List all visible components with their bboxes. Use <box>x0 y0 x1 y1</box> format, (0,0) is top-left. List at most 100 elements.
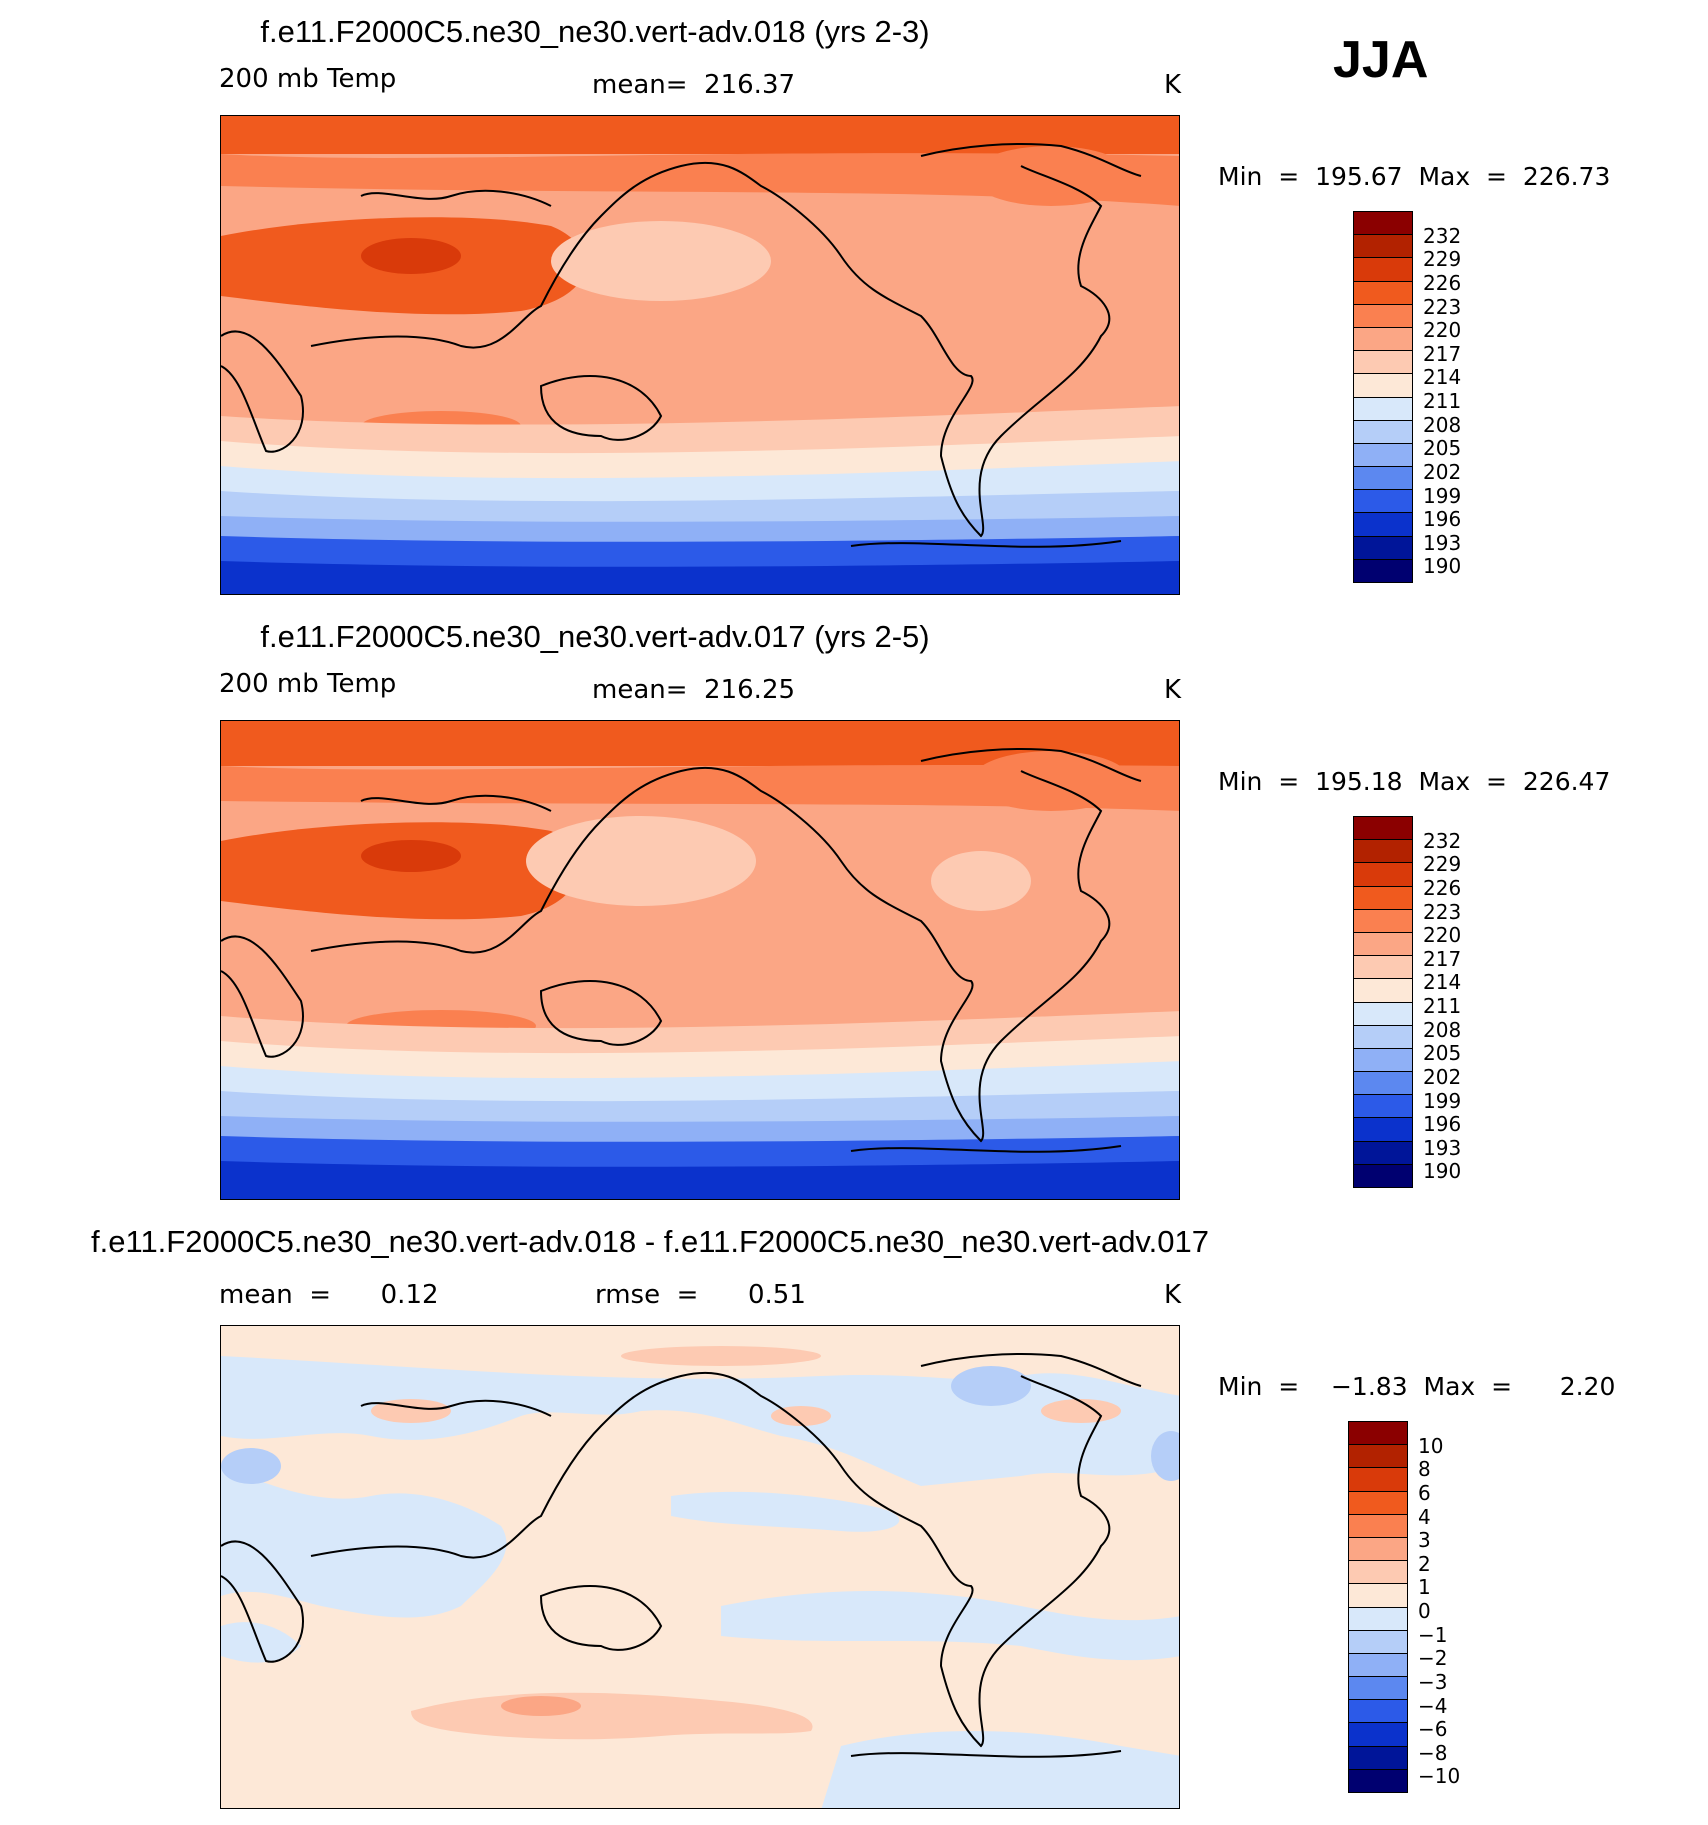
units-label: K <box>1164 70 1182 100</box>
colorbar-swatch <box>1349 1422 1407 1446</box>
colorbar-swatch <box>1354 327 1412 352</box>
colorbar-tick-label: 223 <box>1423 900 1462 924</box>
panel-title: f.e11.F2000C5.ne30_ne30.vert-adv.017 (yr… <box>260 619 930 654</box>
colorbar-swatch <box>1354 304 1412 328</box>
colorbar-tick-label: 223 <box>1423 295 1462 319</box>
colorbar-tick-label: 190 <box>1423 1159 1462 1183</box>
colorbar-swatch <box>1354 281 1412 305</box>
colorbar-swatch <box>1354 351 1412 375</box>
colorbar-tick-label: 199 <box>1423 1089 1462 1113</box>
colorbar-tick-label: 190 <box>1423 554 1462 578</box>
colorbar-swatch <box>1354 932 1412 957</box>
colorbar-swatch <box>1354 443 1412 468</box>
colorbar-swatch <box>1349 1491 1407 1515</box>
colorbar-tick-label: 205 <box>1423 436 1462 460</box>
colorbar-swatch <box>1354 909 1412 933</box>
colorbar-tick-label: −6 <box>1418 1717 1448 1741</box>
colorbar-tick-label: 214 <box>1423 365 1462 389</box>
diff-mean-label: mean = 0.12 <box>219 1280 439 1310</box>
colorbar-swatch <box>1349 1561 1407 1585</box>
colorbar-swatch <box>1354 559 1412 582</box>
units-label: K <box>1164 675 1182 705</box>
colorbar-tick-label: 6 <box>1418 1481 1431 1505</box>
colorbar-tick-label: 214 <box>1423 970 1462 994</box>
panel-difference: f.e11.F2000C5.ne30_ne30.vert-adv.018 - f… <box>0 1224 1708 1824</box>
colorbar-swatch <box>1349 1468 1407 1492</box>
colorbar-swatch <box>1349 1723 1407 1747</box>
panel-title: f.e11.F2000C5.ne30_ne30.vert-adv.018 - f… <box>91 1224 1209 1259</box>
colorbar-tick-label: 220 <box>1423 318 1462 342</box>
colorbar-swatch <box>1354 886 1412 910</box>
colorbar-swatch <box>1354 840 1412 864</box>
colorbar-tick-label: −2 <box>1418 1646 1448 1670</box>
colorbar-tick-label: 3 <box>1418 1528 1431 1552</box>
colorbar-tick-label: 208 <box>1423 413 1462 437</box>
colorbar-tick-label: 202 <box>1423 460 1462 484</box>
colorbar-tick-label: 226 <box>1423 876 1462 900</box>
colorbar-tick-label: 8 <box>1418 1457 1431 1481</box>
min-max-label: Min = 195.67 Max = 226.73 <box>1218 162 1611 191</box>
field-label: 200 mb Temp <box>219 64 397 94</box>
colorbar-tick-label: 199 <box>1423 484 1462 508</box>
colorbar-swatch <box>1354 258 1412 282</box>
mean-label: mean= 216.25 <box>592 675 796 705</box>
colorbar-tick-label: −3 <box>1418 1670 1448 1694</box>
colorbar <box>1353 211 1413 583</box>
colorbar-tick-label: −1 <box>1418 1623 1448 1647</box>
colorbar-swatch <box>1349 1584 1407 1608</box>
colorbar-tick-label: 208 <box>1423 1018 1462 1042</box>
colorbar-swatch <box>1354 1048 1412 1073</box>
colorbar-tick-label: 205 <box>1423 1041 1462 1065</box>
colorbar-swatch <box>1354 1118 1412 1142</box>
colorbar-tick-label: 229 <box>1423 247 1462 271</box>
units-label: K <box>1164 1280 1182 1310</box>
colorbar-swatch <box>1349 1677 1407 1701</box>
colorbar-swatch <box>1354 1141 1412 1165</box>
min-max-label: Min = −1.83 Max = 2.20 <box>1218 1372 1616 1401</box>
colorbar-tick-label: 1 <box>1418 1575 1431 1599</box>
difference-map <box>220 1325 1180 1809</box>
colorbar-swatch <box>1354 397 1412 421</box>
colorbar <box>1353 816 1413 1188</box>
colorbar-tick-label: 0 <box>1418 1599 1431 1623</box>
colorbar-swatch <box>1354 490 1412 514</box>
min-max-label: Min = 195.18 Max = 226.47 <box>1218 767 1611 796</box>
colorbar-swatch <box>1354 235 1412 259</box>
colorbar-tick-label: 211 <box>1423 389 1462 413</box>
colorbar-tick-label: 193 <box>1423 1136 1462 1160</box>
colorbar-swatch <box>1354 536 1412 560</box>
season-label: JJA <box>1333 31 1429 89</box>
colorbar-tick-label: 217 <box>1423 342 1462 366</box>
colorbar-swatch <box>1349 1653 1407 1678</box>
colorbar-swatch <box>1349 1537 1407 1562</box>
colorbar-tick-label: −8 <box>1418 1741 1448 1765</box>
colorbar-swatch <box>1354 956 1412 980</box>
temperature-map <box>220 115 1180 595</box>
colorbar-swatch <box>1354 1072 1412 1096</box>
colorbar-swatch <box>1354 513 1412 537</box>
colorbar-swatch <box>1354 212 1412 236</box>
colorbar-tick-label: 202 <box>1423 1065 1462 1089</box>
colorbar-tick-label: 2 <box>1418 1552 1431 1576</box>
mean-label: mean= 216.37 <box>592 70 796 100</box>
colorbar-swatch <box>1354 1025 1412 1049</box>
colorbar-tick-label: 232 <box>1423 224 1462 248</box>
colorbar-swatch <box>1354 1002 1412 1026</box>
temperature-map <box>220 720 1180 1200</box>
colorbar-tick-label: 229 <box>1423 852 1462 876</box>
colorbar-swatch <box>1349 1769 1407 1792</box>
panel-title: f.e11.F2000C5.ne30_ne30.vert-adv.018 (yr… <box>260 14 930 49</box>
colorbar-swatch <box>1349 1445 1407 1469</box>
colorbar-swatch <box>1354 1095 1412 1119</box>
panel-model-018: f.e11.F2000C5.ne30_ne30.vert-adv.018 (yr… <box>0 14 1708 614</box>
colorbar-tick-label: 196 <box>1423 507 1462 531</box>
colorbar <box>1348 1421 1408 1793</box>
colorbar-tick-label: 232 <box>1423 829 1462 853</box>
rmse-label: rmse = 0.51 <box>595 1280 806 1310</box>
colorbar-swatch <box>1349 1630 1407 1654</box>
colorbar-swatch <box>1354 979 1412 1003</box>
colorbar-swatch <box>1349 1607 1407 1631</box>
colorbar-tick-label: 226 <box>1423 271 1462 295</box>
colorbar-swatch <box>1349 1700 1407 1724</box>
colorbar-swatch <box>1354 420 1412 444</box>
